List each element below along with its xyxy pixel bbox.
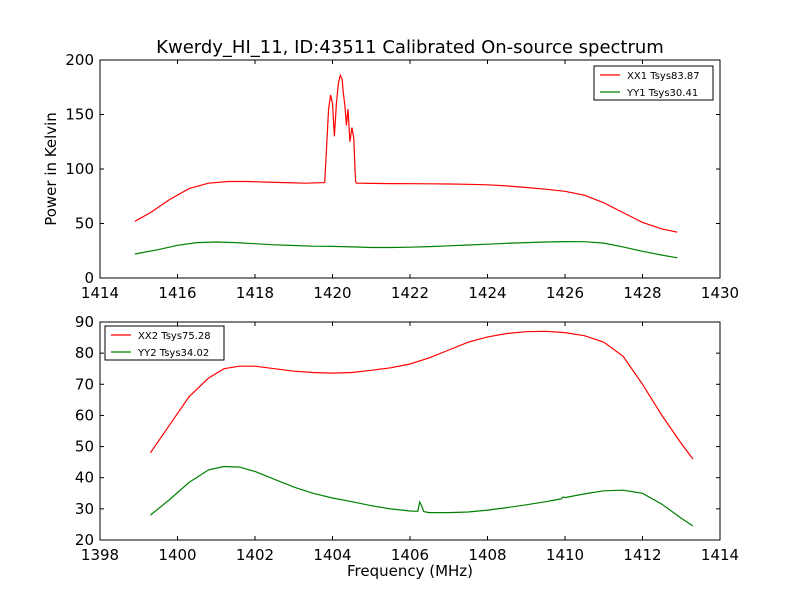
y-tick-label: 100 bbox=[65, 160, 94, 178]
y-tick-label: 90 bbox=[75, 313, 94, 331]
x-tick-label: 1424 bbox=[468, 284, 506, 302]
y-tick-label: 20 bbox=[75, 531, 94, 549]
y-tick-label: 40 bbox=[75, 469, 94, 487]
y-tick-label: 70 bbox=[75, 375, 94, 393]
x-tick-label: 1408 bbox=[468, 546, 506, 564]
legend-label: YY2 Tsys34.02 bbox=[137, 348, 209, 359]
x-tick-label: 1414 bbox=[701, 546, 739, 564]
y-tick-label: 50 bbox=[75, 215, 94, 233]
x-tick-label: 1410 bbox=[546, 546, 584, 564]
x-tick-label: 1406 bbox=[391, 546, 429, 564]
y-tick-label: 50 bbox=[75, 438, 94, 456]
legend: XX2 Tsys75.28 YY2 Tsys34.02 bbox=[104, 325, 225, 361]
x-tick-label: 1400 bbox=[158, 546, 196, 564]
x-tick-label: 1412 bbox=[623, 546, 661, 564]
legend-box bbox=[104, 325, 225, 361]
y-tick-label: 0 bbox=[84, 269, 94, 287]
x-tick-label: 1414 bbox=[81, 284, 119, 302]
legend-box bbox=[593, 65, 714, 101]
x-tick-label: 1402 bbox=[236, 546, 274, 564]
y-tick-label: 150 bbox=[65, 106, 94, 124]
y-tick-label: 60 bbox=[75, 406, 94, 424]
chart-panel-1: 1414 1416 1418 1420 1422 1424 1426 1428 1430 0 50 1… bbox=[42, 51, 739, 302]
series-line-xx2 bbox=[149, 330, 694, 460]
legend: XX1 Tsys83.87 YY1 Tsys30.41 bbox=[593, 65, 714, 101]
y-axis-label: Power in Kelvin bbox=[42, 112, 60, 226]
series-line-yy1 bbox=[134, 240, 678, 259]
legend-label: XX1 Tsys83.87 bbox=[627, 71, 700, 82]
x-axis-label: Frequency (MHz) bbox=[347, 562, 473, 580]
legend-label: XX2 Tsys75.28 bbox=[138, 331, 211, 342]
series-line-xx1 bbox=[134, 73, 678, 233]
x-tick-label: 1426 bbox=[546, 284, 584, 302]
x-tick-label: 1416 bbox=[158, 284, 196, 302]
chart-title: Kwerdy_HI_11, ID:43511 Calibrated On-sou… bbox=[156, 37, 664, 58]
chart-panel-2: 1398 1400 1402 1404 1406 1408 1410 1412 1414 20 30… bbox=[75, 313, 739, 580]
legend-label: YY1 Tsys30.41 bbox=[626, 88, 698, 99]
series-line-yy2 bbox=[150, 465, 694, 527]
x-tick-label: 1420 bbox=[313, 284, 351, 302]
x-tick-label: 1422 bbox=[391, 284, 429, 302]
x-tick-label: 1398 bbox=[81, 546, 119, 564]
y-tick-label: 200 bbox=[65, 51, 94, 69]
x-tick-label: 1418 bbox=[236, 284, 274, 302]
y-tick-label: 80 bbox=[75, 344, 94, 362]
x-tick-label: 1404 bbox=[313, 546, 351, 564]
x-tick-label: 1430 bbox=[701, 284, 739, 302]
x-tick-label: 1428 bbox=[623, 284, 661, 302]
y-tick-label: 30 bbox=[75, 500, 94, 518]
